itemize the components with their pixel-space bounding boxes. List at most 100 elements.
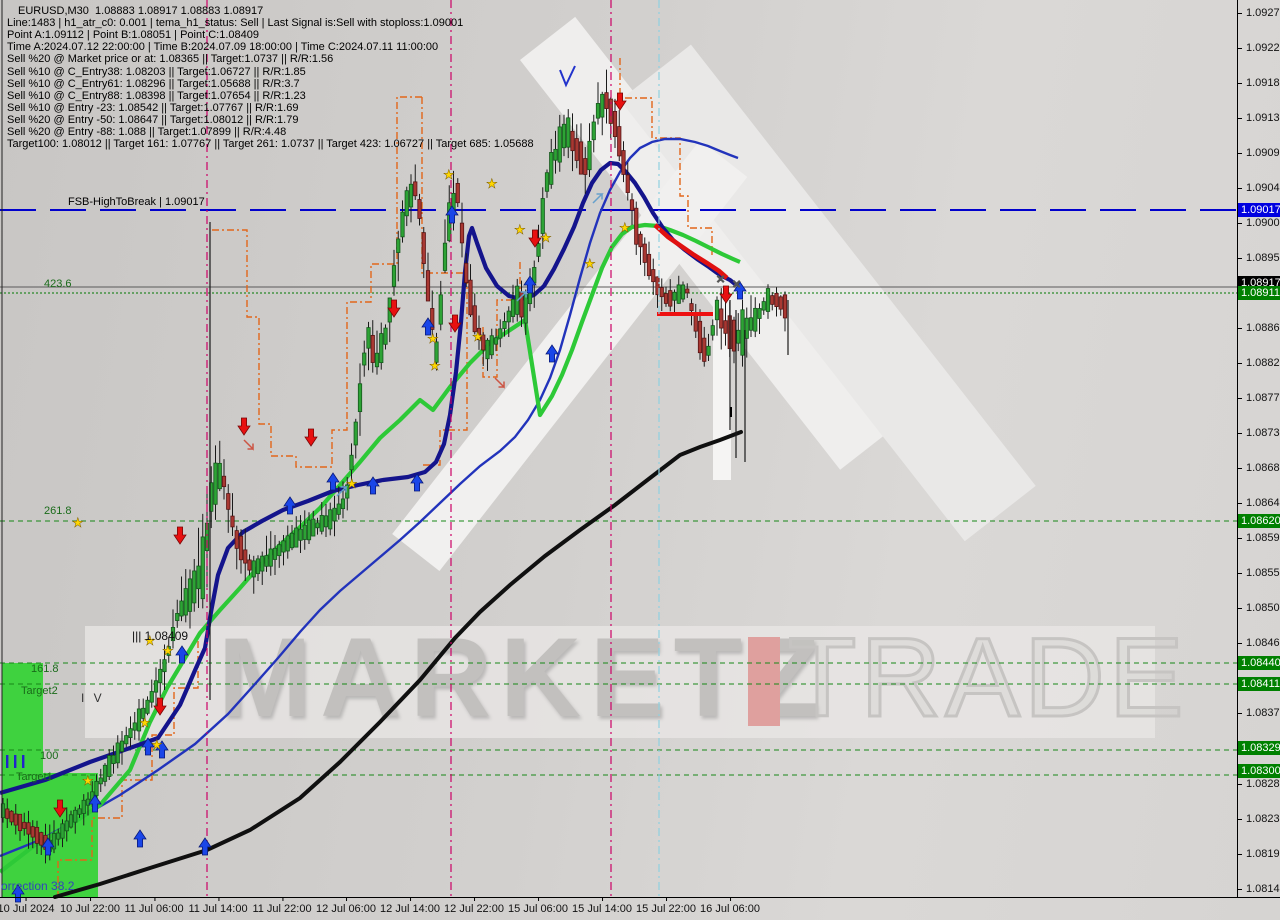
watermark-band: [713, 300, 731, 480]
info-line: Sell %20 @ Market price or at: 1.08365 |…: [7, 53, 334, 66]
sell-arrow-icon: [173, 526, 187, 545]
price-axis[interactable]: 1.09270 1.09225 1.09180 1.09135 1.09090 1.090…: [1237, 0, 1280, 897]
star-marker-icon: ★: [514, 222, 526, 237]
time-axis[interactable]: 10 Jul 2024 10 Jul 22:00 11 Jul 06:00 11 Ju…: [0, 897, 1280, 920]
info-line: Sell %10 @ C_Entry38: 1.08203 || Target:…: [7, 65, 306, 78]
price-tick: 1.08190: [1237, 848, 1280, 860]
info-line: Sell %20 @ Entry -50: 1.08647 || Target:…: [7, 113, 299, 126]
fib-label: 100: [40, 750, 59, 762]
star-marker-icon: ★: [486, 176, 498, 191]
price-tick: 1.09180: [1237, 77, 1280, 89]
buy-arrow-icon: [88, 794, 102, 813]
sell-arrow-icon: [387, 299, 401, 318]
buy-arrow-icon: [141, 737, 155, 756]
time-tick: 15 Jul 06:00: [508, 897, 568, 915]
stop-trail-line: [57, 636, 199, 898]
price-tick: 1.08595: [1237, 532, 1280, 544]
sell-arrow-icon: [448, 314, 462, 333]
star-marker-icon: ★: [346, 476, 358, 491]
star-marker-icon: ★: [151, 737, 163, 752]
price-tick: 1.09135: [1237, 112, 1280, 124]
ma-green: [0, 222, 741, 874]
stop-trail-line: [212, 96, 422, 468]
fib-label: 161.8: [31, 663, 59, 675]
star-marker-icon: ★: [540, 230, 552, 245]
price-tick: 1.08955: [1237, 252, 1280, 264]
price-badge: 1.08329: [1238, 741, 1280, 755]
star-marker-icon: ★: [427, 331, 439, 346]
count-bars-icon: [6, 755, 9, 768]
star-marker-icon: ★: [162, 643, 174, 658]
price-badge: 1.09017: [1238, 203, 1280, 217]
price-tick: 1.08460: [1237, 637, 1280, 649]
star-marker-icon: ★: [82, 773, 94, 788]
time-tick: 11 Jul 14:00: [188, 897, 248, 915]
ma-blue: [0, 137, 739, 858]
price-tick: 1.08730: [1237, 427, 1280, 439]
info-line: Sell %10 @ C_Entry88: 1.08398 || Target:…: [7, 89, 306, 102]
count-bars-icon: [22, 755, 25, 768]
price-tick: 1.09270: [1237, 7, 1280, 19]
count-bars-icon: [14, 755, 17, 768]
info-line: Sell %10 @ Entry -23: 1.08542 || Target:…: [7, 101, 299, 114]
buy-arrow-icon: [175, 645, 189, 664]
price-badge: 1.08300: [1238, 764, 1280, 778]
price-tick: 1.08370: [1237, 707, 1280, 719]
hollow-arrow-red-icon: [243, 439, 254, 451]
price-tick: 1.08235: [1237, 813, 1280, 825]
price-axis-border: [1237, 0, 1238, 897]
buy-arrow-icon: [155, 740, 169, 759]
star-marker-icon: ★: [144, 633, 156, 648]
price-tick: 1.09000: [1237, 217, 1280, 229]
price-tick: 1.08550: [1237, 567, 1280, 579]
buy-arrow-icon: [366, 476, 380, 495]
sell-arrow-icon: [304, 428, 318, 447]
sell-arrow-icon: [613, 92, 627, 111]
price-tick: 1.08640: [1237, 497, 1280, 509]
buy-arrow-icon: [410, 473, 424, 492]
buy-arrow-icon: [41, 837, 55, 856]
info-line: Sell %20 @ Entry -88: 1.088 || Target:1.…: [7, 126, 287, 138]
fib-label: 423.6: [44, 278, 72, 290]
watermark-text-trade: TRADE: [787, 615, 1188, 740]
info-line: EURUSD,M30 1.08883 1.08917 1.08883 1.089…: [18, 5, 264, 17]
star-marker-icon: ★: [429, 358, 441, 373]
price-tick: 1.08775: [1237, 392, 1280, 404]
fib-label: Target2: [21, 685, 58, 697]
star-marker-icon: ★: [472, 329, 484, 344]
time-axis-border: [0, 897, 1280, 898]
price-tick: 1.09090: [1237, 147, 1280, 159]
stop-trail-line: [421, 97, 468, 466]
time-tick: 15 Jul 14:00: [572, 897, 632, 915]
price-tick: 1.08280: [1237, 778, 1280, 790]
x-marker-icon: ✕: [716, 274, 725, 286]
time-tick: 10 Jul 2024: [0, 897, 54, 915]
candles: [0, 69, 789, 864]
time-tick: 12 Jul 06:00: [316, 897, 376, 915]
time-tick: 11 Jul 22:00: [252, 897, 312, 915]
x-marker-icon: ✕: [732, 279, 741, 291]
star-marker-icon: ★: [72, 515, 84, 530]
info-line: Point A:1.09112 | Point B:1.08051 | Poin…: [7, 29, 259, 42]
buy-arrow-icon: [133, 829, 147, 848]
star-marker-icon: ★: [584, 256, 596, 271]
check-marker-icon: [559, 65, 576, 88]
stop-trail-line: [482, 262, 521, 378]
time-tick: 12 Jul 22:00: [444, 897, 504, 915]
sell-arrow-icon: [153, 697, 167, 716]
buy-arrow-icon: [733, 281, 747, 300]
price-badge: 1.08411: [1238, 677, 1280, 691]
price-tick: 1.08865: [1237, 322, 1280, 334]
sell-arrow-icon: [719, 285, 733, 304]
buy-arrow-icon: [283, 496, 297, 515]
ma-navy: [0, 160, 737, 796]
price-tick: 1.08145: [1237, 883, 1280, 895]
hollow-arrow-red-icon: [494, 377, 505, 389]
buy-arrow-icon: [421, 317, 435, 336]
sell-arrow-icon: [237, 417, 251, 436]
stop-trail-line: [619, 58, 713, 255]
price-badge: 1.08440: [1238, 656, 1280, 670]
